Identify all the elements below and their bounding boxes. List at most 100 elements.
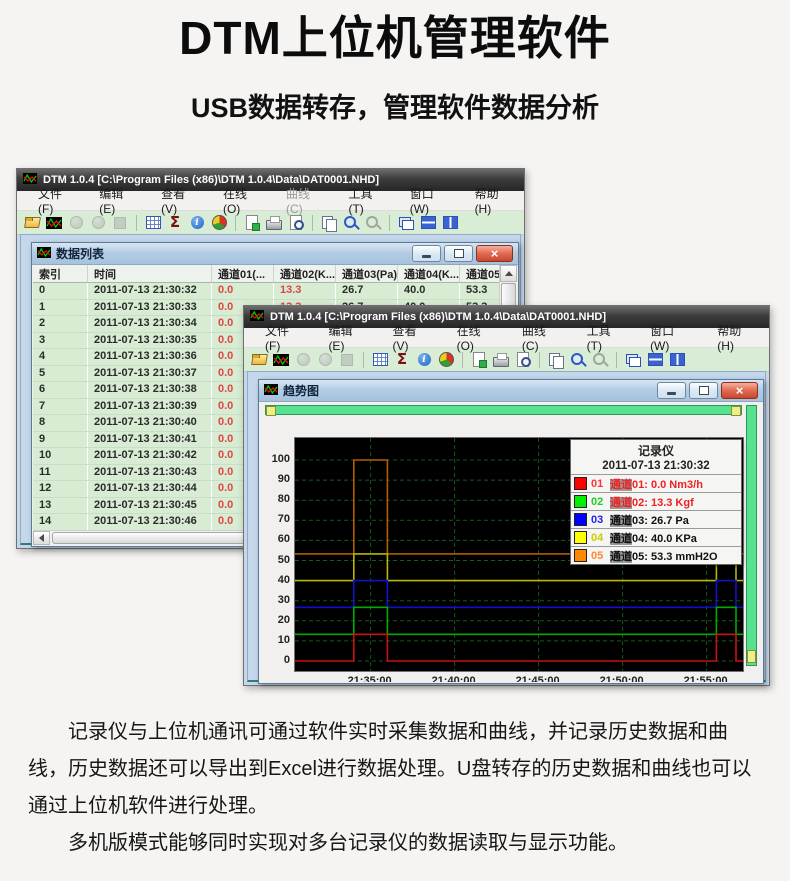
column-header[interactable]: 通道01(...	[212, 265, 274, 282]
legend-entry[interactable]: 02 通道02: 13.3 Kgf	[571, 492, 741, 510]
legend-channel-name: 通道	[610, 496, 632, 509]
zoom-out-icon	[591, 352, 609, 368]
column-header[interactable]: 通道04(K...	[398, 265, 460, 282]
table-cell: 9	[33, 431, 88, 447]
print-preview-icon[interactable]	[514, 352, 532, 368]
close-button[interactable]	[721, 382, 758, 399]
data-table-icon[interactable]	[144, 215, 162, 231]
toolbar-separator	[389, 214, 390, 231]
menu-item-1[interactable]: 文件(F)	[265, 324, 290, 353]
export-excel-icon[interactable]	[470, 352, 488, 368]
info-icon[interactable]	[188, 215, 206, 231]
datalist-titlebar[interactable]: 数据列表	[32, 243, 518, 265]
datalist-icon	[37, 246, 51, 261]
minimize-button[interactable]	[412, 245, 441, 262]
legend-entry[interactable]: 03 通道03: 26.7 Pa	[571, 510, 741, 528]
menu-item-3[interactable]: 查看(V)	[392, 324, 417, 353]
zoom-in-icon[interactable]	[342, 215, 360, 231]
legend-entry[interactable]: 01 通道01: 0.0 Nm3/h	[571, 474, 741, 492]
restore-button[interactable]	[444, 245, 473, 262]
scrollbar-thumb[interactable]	[747, 650, 756, 663]
menu-item-2[interactable]: 编辑(E)	[328, 324, 353, 353]
trend-titlebar[interactable]: 趋势图	[259, 380, 763, 402]
table-cell: 40.0	[398, 283, 460, 299]
tile-vertical-icon[interactable]	[441, 215, 459, 231]
menu-item-1[interactable]: 文件(F)	[38, 187, 63, 216]
cascade-windows-icon[interactable]	[624, 352, 642, 368]
menu-item-8[interactable]: 帮助(H)	[717, 324, 742, 353]
toolbar	[17, 211, 524, 235]
table-row[interactable]: 0 2011-07-13 21:30:32 0.0 13.3 26.7 40.0 53.3	[33, 283, 517, 300]
column-header[interactable]: 通道05(...	[460, 265, 500, 282]
menu-item-3[interactable]: 查看(V)	[161, 187, 186, 216]
table-cell: 2011-07-13 21:30:34	[88, 316, 212, 332]
table-cell: 0	[33, 283, 88, 299]
legend-channel-name: 通道	[610, 532, 632, 545]
legend-channel-text: 通道04: 40.0 KPa	[610, 532, 697, 545]
window-titlebar[interactable]: DTM 1.0.4 [C:\Program Files (x86)\DTM 1.…	[17, 169, 524, 191]
scroll-left-button[interactable]	[33, 531, 50, 545]
menu-item-5[interactable]: 曲线(C)	[521, 324, 546, 353]
restore-button[interactable]	[689, 382, 718, 399]
legend-entry[interactable]: 04 通道04: 40.0 KPa	[571, 528, 741, 546]
export-excel-icon[interactable]	[243, 215, 261, 231]
minimize-button[interactable]	[657, 382, 686, 399]
table-cell: 13	[33, 497, 88, 513]
x-tick-label: 21:45:00	[515, 675, 560, 682]
tile-horizontal-icon[interactable]	[646, 352, 664, 368]
legend-channel-text: 通道05: 53.3 mmH2O	[610, 550, 718, 563]
table-cell: 2011-07-13 21:30:35	[88, 332, 212, 348]
chart-view-icon[interactable]	[272, 352, 290, 368]
print-icon[interactable]	[265, 215, 283, 231]
statistics-sigma-icon[interactable]	[166, 215, 184, 231]
table-cell: 1	[33, 299, 88, 315]
cascade-windows-icon[interactable]	[397, 215, 415, 231]
record-stop-icon	[111, 215, 129, 231]
table-cell: 2011-07-13 21:30:46	[88, 514, 212, 530]
menu-item-7[interactable]: 窗口(W)	[409, 187, 434, 216]
zoom-in-icon[interactable]	[569, 352, 587, 368]
open-file-icon[interactable]	[23, 215, 41, 231]
tile-vertical-icon[interactable]	[668, 352, 686, 368]
chart-horizontal-scrollbar[interactable]	[265, 405, 742, 416]
pie-chart-icon[interactable]	[210, 215, 228, 231]
window-titlebar[interactable]: DTM 1.0.4 [C:\Program Files (x86)\DTM 1.…	[244, 306, 769, 328]
tile-horizontal-icon[interactable]	[419, 215, 437, 231]
column-header[interactable]: 时间	[88, 265, 212, 282]
menu-item-8[interactable]: 帮助(H)	[474, 187, 499, 216]
data-table-icon[interactable]	[371, 352, 389, 368]
info-icon[interactable]	[415, 352, 433, 368]
chart-view-icon[interactable]	[45, 215, 63, 231]
column-header[interactable]: 通道03(Pa)	[336, 265, 398, 282]
open-file-icon[interactable]	[250, 352, 268, 368]
print-icon[interactable]	[492, 352, 510, 368]
legend-channel-name: 通道	[610, 478, 632, 491]
close-button[interactable]	[476, 245, 513, 262]
column-header[interactable]: 通道02(K...	[274, 265, 336, 282]
print-preview-icon[interactable]	[287, 215, 305, 231]
table-cell: 3	[33, 332, 88, 348]
chart-vertical-scrollbar[interactable]	[746, 405, 757, 666]
description-text: 记录仪与上位机通讯可通过软件实时采集数据和曲线，并记录历史数据和曲线，历史数据还…	[28, 714, 764, 862]
legend-channel-text: 通道01: 0.0 Nm3/h	[610, 478, 703, 491]
pie-chart-icon[interactable]	[437, 352, 455, 368]
column-header[interactable]: 索引	[33, 265, 88, 282]
menu-item-4[interactable]: 在线(O)	[222, 187, 247, 216]
copy-icon[interactable]	[547, 352, 565, 369]
statistics-sigma-icon[interactable]	[393, 352, 411, 368]
menu-item-2[interactable]: 编辑(E)	[99, 187, 124, 216]
legend-entry[interactable]: 05 通道05: 53.3 mmH2O	[571, 546, 741, 564]
window-controls	[657, 382, 758, 399]
menu-item-4[interactable]: 在线(O)	[456, 324, 481, 353]
y-tick-label: 70	[277, 513, 290, 526]
menu-item-6[interactable]: 工具(T)	[586, 324, 611, 353]
zoom-out-icon	[364, 215, 382, 231]
menu-item-7[interactable]: 窗口(W)	[650, 324, 675, 353]
scroll-up-button[interactable]	[500, 265, 517, 282]
table-cell: 13.3	[274, 283, 336, 299]
menu-item-6[interactable]: 工具(T)	[348, 187, 373, 216]
copy-icon[interactable]	[320, 215, 338, 232]
